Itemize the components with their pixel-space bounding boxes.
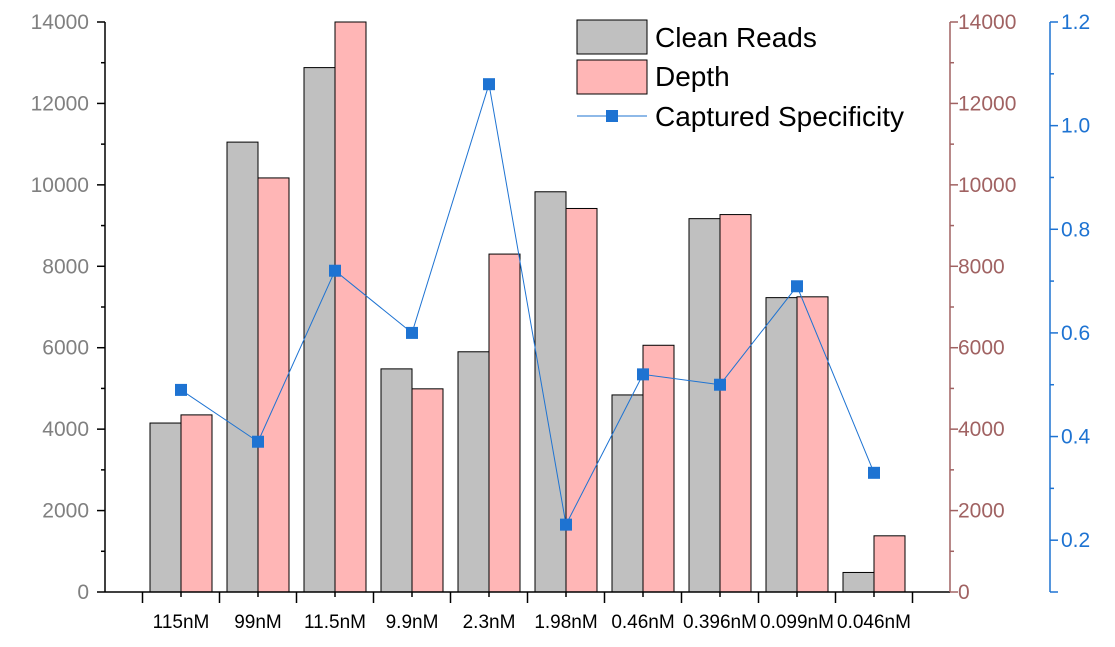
x-axis-category-label: 1.98nM <box>534 612 597 633</box>
bar-depth <box>642 344 675 593</box>
bar-depth <box>873 535 906 593</box>
left-axis-tick-label: 12000 <box>31 92 89 115</box>
right-axis-specificity-tick-label: 0.4 <box>1061 426 1091 449</box>
left-axis-tick-label: 2000 <box>42 500 89 523</box>
line-layer <box>175 78 880 531</box>
bar-clean-reads <box>765 297 798 593</box>
left-axis-tick-label: 6000 <box>42 337 89 360</box>
left-axis-tick-label: 0 <box>77 581 89 604</box>
point-captured-specificity <box>868 466 880 479</box>
bar-clean-reads <box>688 218 721 593</box>
legend-label-depth: Depth <box>655 61 730 92</box>
x-axis-category-label: 115nM <box>153 612 210 633</box>
right-axis-specificity-tick-label: 0.6 <box>1061 322 1090 345</box>
x-axis-category-label: 0.046nM <box>837 612 911 633</box>
point-captured-specificity <box>560 518 572 531</box>
right-axis-depth-tick-label: 8000 <box>958 255 1005 278</box>
point-captured-specificity <box>329 264 341 277</box>
x-axis-category-label: 0.099nM <box>760 612 834 633</box>
x-axis-category-label: 0.46nM <box>611 612 674 633</box>
point-captured-specificity <box>714 378 726 391</box>
bar-clean-reads <box>534 191 567 593</box>
bar-depth <box>719 214 752 593</box>
right-axis-depth-tick-label: 6000 <box>958 337 1005 360</box>
left-axis-tick-label: 10000 <box>31 174 89 197</box>
right-axis-depth-tick-label: 2000 <box>958 500 1005 523</box>
legend-swatch-depth <box>576 59 648 95</box>
bar-depth <box>411 388 444 593</box>
legend-label-clean-reads: Clean Reads <box>655 22 817 53</box>
legend-swatch-clean-reads <box>576 19 648 55</box>
series-line-captured-specificity <box>180 84 875 527</box>
bar-depth <box>257 177 290 593</box>
legend: Clean Reads Depth Captured Specificity <box>576 19 904 132</box>
right-axis-specificity-tick-label: 1.2 <box>1061 11 1090 34</box>
right-axis-specificity-tick-label: 0.8 <box>1061 218 1090 241</box>
x-axis-category-label: 99nM <box>234 612 282 633</box>
bar-depth <box>334 21 367 593</box>
bar-clean-reads <box>380 368 413 593</box>
left-axis-tick-label: 4000 <box>42 418 89 441</box>
right-axis-depth-tick-label: 14000 <box>958 11 1016 34</box>
point-captured-specificity <box>637 368 649 381</box>
left-axis-tick-label: 14000 <box>31 11 89 34</box>
right-axis-depth-tick-label: 0 <box>958 581 970 604</box>
axes-layer: 0 2000 4000 6000 8000 10000 12000 14000 115nM 99n… <box>31 11 1091 633</box>
point-captured-specificity <box>406 326 418 339</box>
point-captured-specificity <box>791 280 803 293</box>
bar-depth <box>565 207 598 593</box>
right-axis-depth-tick-label: 10000 <box>958 174 1016 197</box>
x-axis-category-label: 9.9nM <box>386 612 439 633</box>
legend-swatch-marker-captured-specificity <box>606 110 618 122</box>
x-axis-category-label: 0.396nM <box>683 612 757 633</box>
point-captured-specificity <box>483 78 495 91</box>
bar-clean-reads <box>842 571 875 593</box>
right-axis-specificity-tick-label: 0.2 <box>1061 529 1090 552</box>
bar-depth <box>180 414 213 593</box>
x-axis-category-label: 2.3nM <box>463 612 516 633</box>
bar-clean-reads <box>611 394 644 593</box>
point-captured-specificity <box>175 383 187 396</box>
bar-depth <box>796 296 829 593</box>
point-captured-specificity <box>252 435 264 448</box>
bars-layer <box>149 21 906 593</box>
bar-clean-reads <box>149 422 182 593</box>
left-axis-tick-label: 8000 <box>42 255 89 278</box>
legend-label-captured-specificity: Captured Specificity <box>655 101 904 132</box>
bar-depth <box>488 253 521 593</box>
x-axis-category-label: 11.5nM <box>304 612 366 633</box>
right-axis-specificity-tick-label: 1.0 <box>1061 115 1090 138</box>
bar-clean-reads <box>457 351 490 593</box>
bar-clean-reads <box>226 141 259 593</box>
right-axis-depth-tick-label: 12000 <box>958 92 1016 115</box>
right-axis-depth-tick-label: 4000 <box>958 418 1005 441</box>
